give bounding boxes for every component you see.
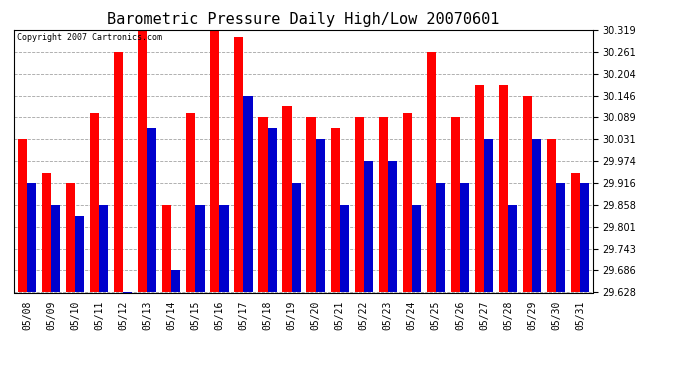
Bar xyxy=(379,117,388,292)
Bar xyxy=(147,128,157,292)
Bar xyxy=(523,96,532,292)
Bar xyxy=(364,161,373,292)
Title: Barometric Pressure Daily High/Low 20070601: Barometric Pressure Daily High/Low 20070… xyxy=(108,12,500,27)
Text: Copyright 2007 Cartronics.com: Copyright 2007 Cartronics.com xyxy=(17,33,161,42)
Bar xyxy=(18,140,27,292)
Bar xyxy=(282,106,292,292)
Bar xyxy=(235,37,244,292)
Bar xyxy=(51,205,60,292)
Bar xyxy=(508,205,518,292)
Bar xyxy=(75,216,84,292)
Bar xyxy=(195,205,204,292)
Bar xyxy=(244,96,253,292)
Bar xyxy=(162,205,171,292)
Bar xyxy=(258,117,268,292)
Bar xyxy=(355,117,364,292)
Bar xyxy=(66,183,75,292)
Bar xyxy=(124,292,132,375)
Bar xyxy=(339,205,349,292)
Bar xyxy=(27,183,36,292)
Bar xyxy=(331,128,339,292)
Bar xyxy=(268,128,277,292)
Bar xyxy=(571,173,580,292)
Bar xyxy=(90,113,99,292)
Bar xyxy=(186,113,195,292)
Bar xyxy=(426,52,436,292)
Bar xyxy=(556,183,565,292)
Bar xyxy=(388,161,397,292)
Bar xyxy=(436,183,445,292)
Bar xyxy=(460,183,469,292)
Bar xyxy=(99,205,108,292)
Bar xyxy=(547,140,556,292)
Bar xyxy=(138,30,147,292)
Bar xyxy=(210,30,219,292)
Bar xyxy=(315,140,325,292)
Bar xyxy=(499,85,508,292)
Bar xyxy=(219,205,228,292)
Bar xyxy=(532,140,541,292)
Bar xyxy=(42,173,51,292)
Bar xyxy=(412,205,421,292)
Bar xyxy=(292,183,301,292)
Bar xyxy=(306,117,315,292)
Bar xyxy=(451,117,460,292)
Bar xyxy=(114,52,124,292)
Bar xyxy=(475,85,484,292)
Bar xyxy=(171,270,181,292)
Bar xyxy=(580,183,589,292)
Bar xyxy=(484,140,493,292)
Bar xyxy=(403,113,412,292)
